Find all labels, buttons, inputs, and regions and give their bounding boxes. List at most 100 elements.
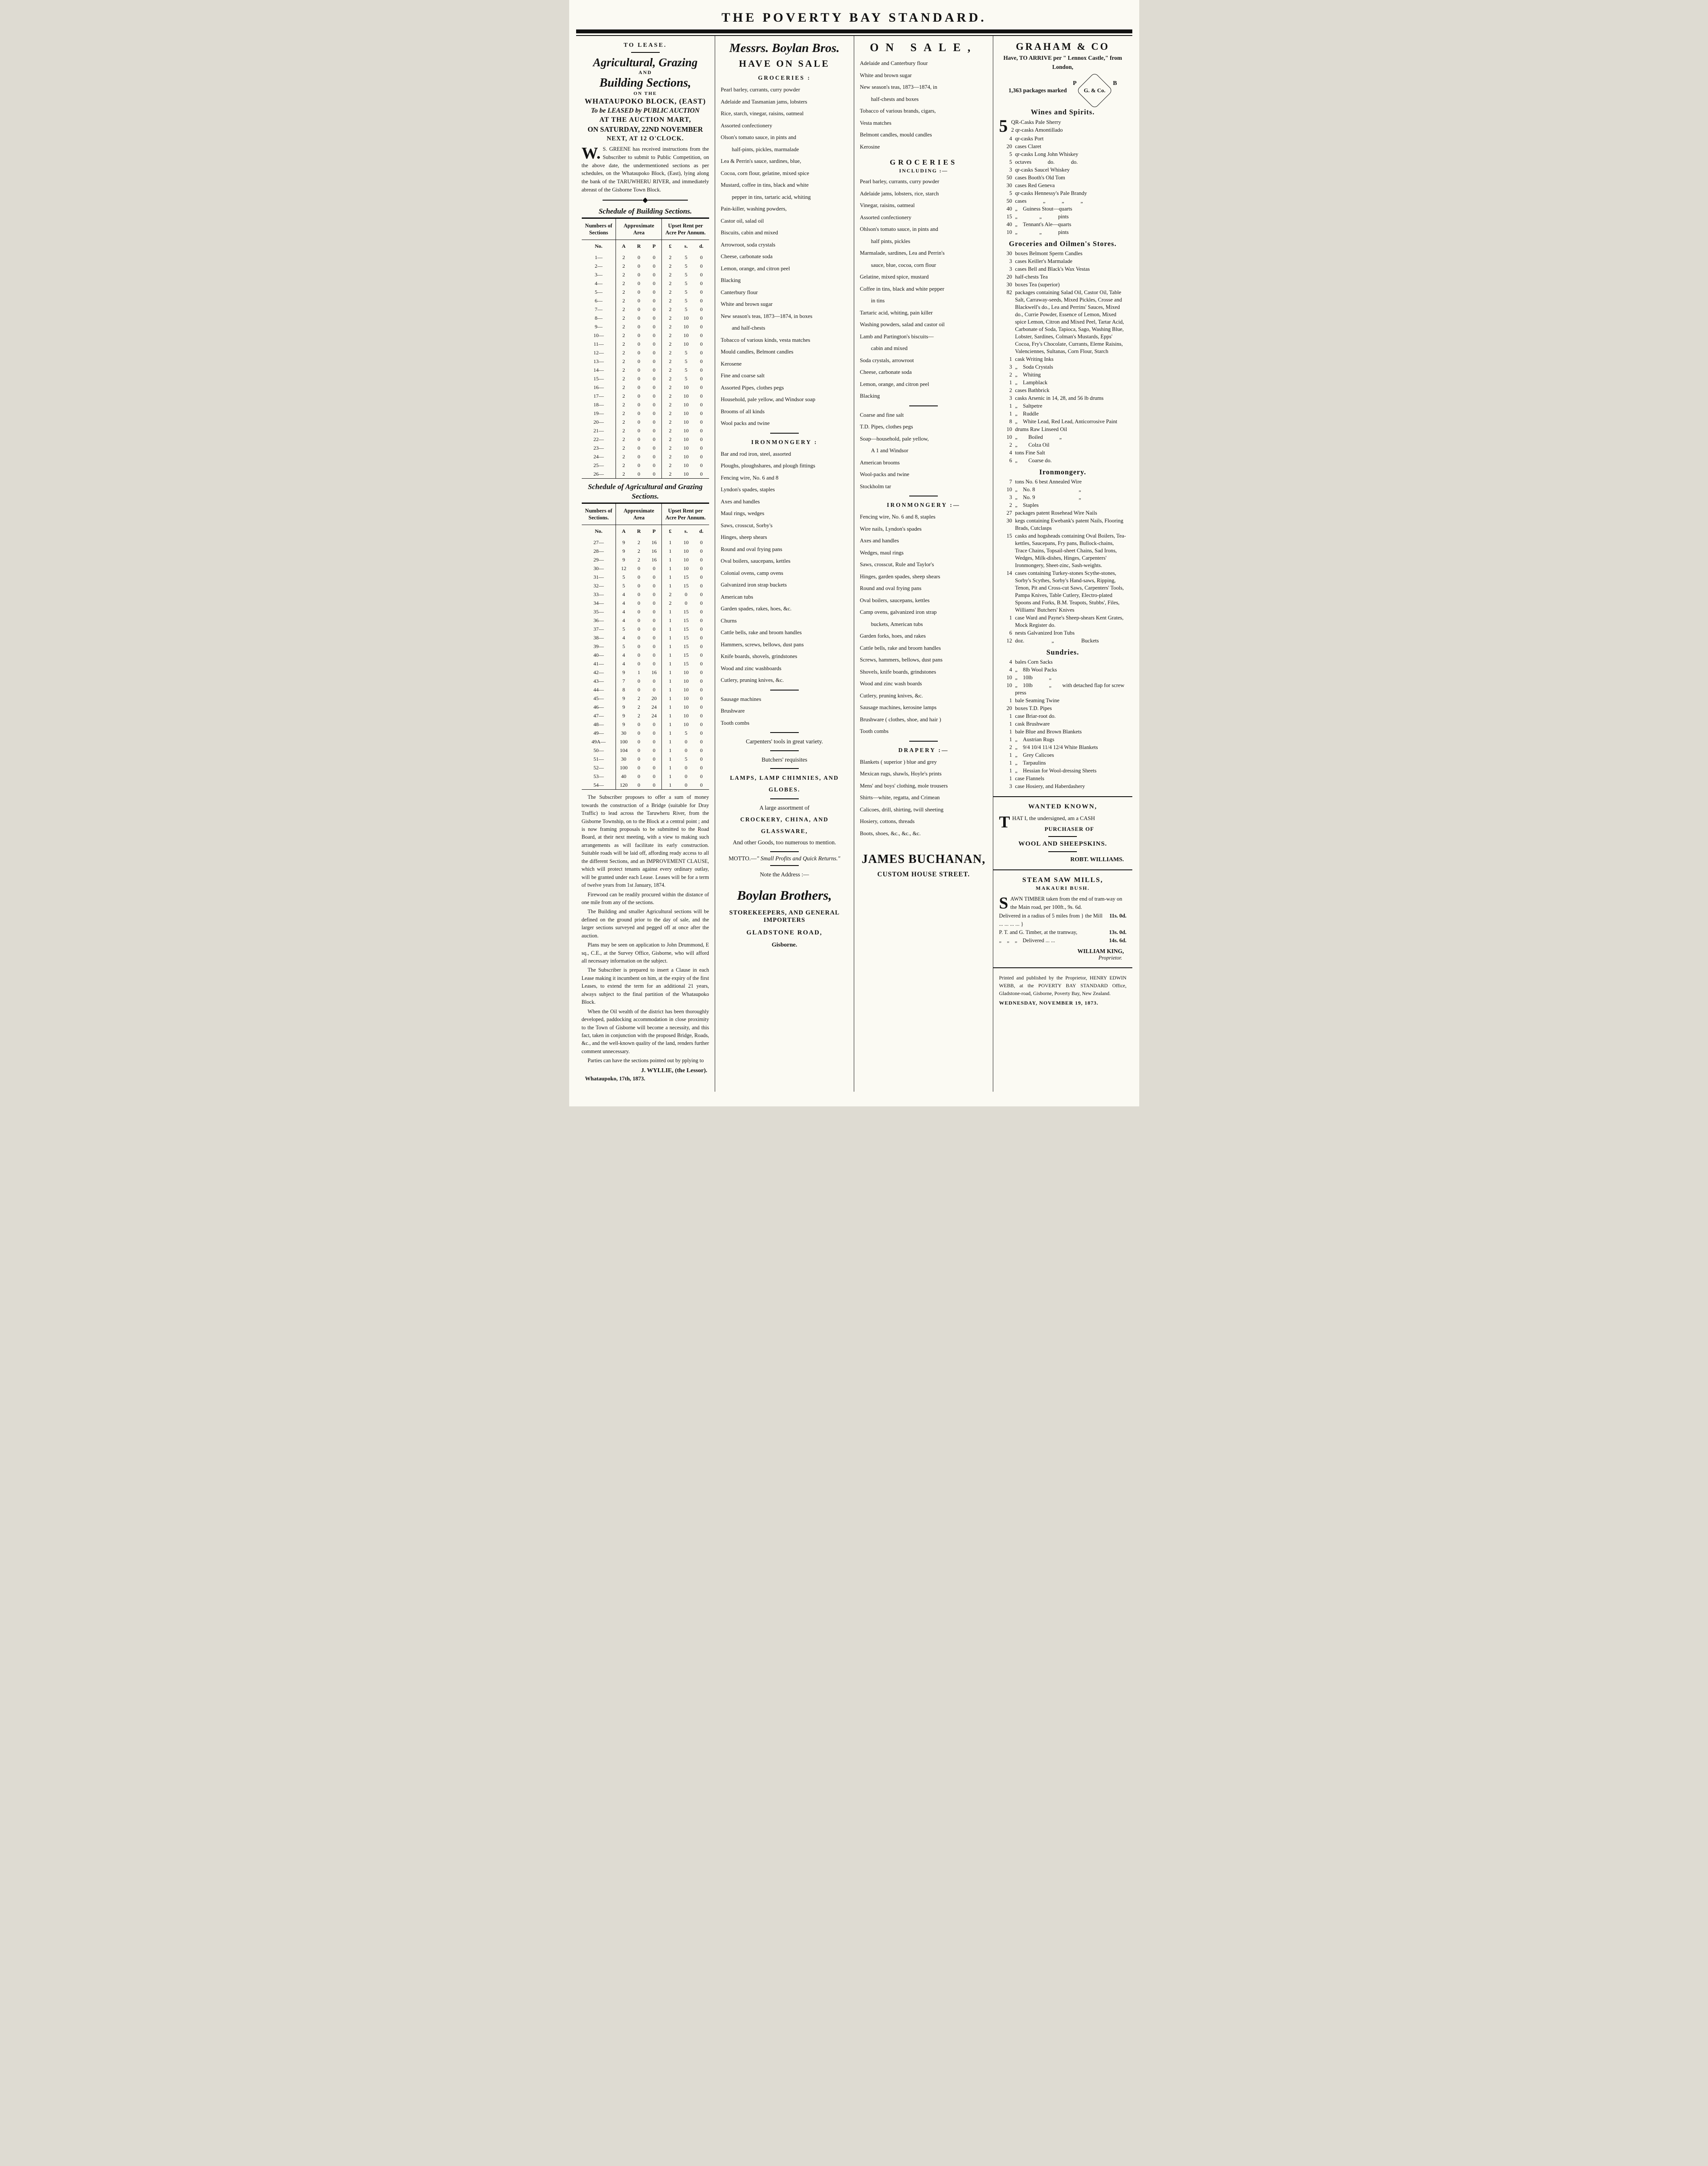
cell-pound: 1: [661, 755, 679, 764]
cell-d: 0: [700, 583, 703, 589]
item-text: case Ward and Payne's Sheep-shears Kent …: [1015, 614, 1124, 628]
cell-r: 1: [637, 669, 640, 676]
cell-d: 0: [700, 384, 703, 391]
col-header-rent: Upset Rent per Acre Per Annum.: [661, 218, 709, 240]
item-text: „ Austrian Rugs: [1015, 736, 1054, 743]
price-row: P. T. and G. Timber, at the tramway, 13s…: [999, 928, 1126, 937]
item-qty: 15: [1006, 213, 1012, 220]
qty-item: 1 case Briar-root do.: [999, 713, 1126, 720]
cell-p: 0: [652, 765, 655, 771]
cell-a: 2: [616, 253, 632, 262]
table-row: 5— 2 0 0 2 5 0: [582, 288, 709, 297]
cell-no: 18—: [593, 402, 604, 408]
sub-p: P: [652, 528, 656, 535]
masthead-rule: [576, 29, 1132, 36]
graham-groceries-list: 30 boxes Belmont Sperm Candles 3 cases K…: [999, 250, 1126, 464]
cell-p: 0: [652, 350, 655, 356]
cell-pound: 2: [661, 357, 679, 366]
cell-d: 0: [700, 695, 703, 702]
building-table-title: Schedule of Building Sections.: [598, 207, 692, 215]
cell-a: 2: [616, 270, 632, 279]
list-item: Calicoes, drill, shirting, twill sheetin…: [860, 806, 943, 813]
list-item: Cheese, carbonate soda: [720, 253, 773, 259]
table-row: 16— 2 0 0 2 10 0: [582, 383, 709, 392]
list-item: Hosiery, cottons, threads: [860, 818, 915, 824]
sawmill-text-1: AWN TIMBER taken from the end of tram-wa…: [1010, 896, 1122, 910]
cell-a: 2: [616, 435, 632, 444]
cell-p: 0: [652, 721, 655, 728]
item-qty: 2: [1009, 371, 1012, 378]
list-item: Tobacco of various kinds, vesta matches: [720, 337, 810, 343]
table-row: 4— 2 0 0 2 5 0: [582, 279, 709, 288]
cell-r: 0: [637, 272, 640, 278]
onsale-list: Adelaide and Canterbury flour White and b…: [860, 58, 987, 153]
table-row: 42— 9 1 16 1 10 0: [582, 668, 709, 677]
table-row: 26— 2 0 0 2 10 0: [582, 470, 709, 479]
cell-s: 10: [683, 341, 689, 347]
table-row: 21— 2 0 0 2 10 0: [582, 426, 709, 435]
list-item: Tooth combs: [720, 720, 750, 726]
table-row: 17— 2 0 0 2 10 0: [582, 392, 709, 401]
cell-s: 10: [683, 471, 689, 477]
cell-s: 10: [683, 410, 689, 417]
section-rule: [993, 967, 1132, 969]
qty-item: 3 cases Keiller's Marmalade: [999, 258, 1126, 265]
list-item: Bar and rod iron, steel, assorted: [720, 451, 791, 457]
cell-r: 0: [637, 773, 640, 780]
list-item: Stockholm tar: [860, 483, 891, 490]
cell-d: 0: [700, 617, 703, 624]
cell-r: 0: [637, 661, 640, 667]
cell-pound: 1: [661, 711, 679, 720]
imprint-section: Printed and published by the Proprietor,…: [999, 974, 1126, 1006]
cell-p: 16: [651, 548, 657, 554]
table-row: 47— 9 2 24 1 10 0: [582, 711, 709, 720]
cell-d: 0: [700, 661, 703, 667]
cell-r: 0: [637, 687, 640, 693]
onsale-title: ON SALE,: [870, 41, 978, 54]
cell-no: 16—: [593, 384, 604, 391]
cell-d: 0: [700, 358, 703, 365]
cell-s: 10: [683, 402, 689, 408]
cell-pound: 1: [661, 737, 679, 746]
cell-r: 0: [637, 436, 640, 443]
item-qty: 82: [1006, 289, 1012, 295]
cell-pound: 1: [661, 625, 679, 634]
cell-a: 4: [616, 599, 632, 608]
qty-item: 10 „ 10lb „ with detached flap for screw…: [999, 682, 1126, 697]
qty-item: 2 „ Whiting: [999, 371, 1126, 379]
cell-no: 7—: [594, 306, 603, 313]
list-item: White and brown sugar: [860, 72, 912, 78]
cell-a: 30: [616, 729, 632, 738]
item-qty: 10: [1006, 434, 1012, 440]
cell-d: 0: [700, 272, 703, 278]
cell-pound: 2: [661, 270, 679, 279]
cell-d: 0: [700, 652, 703, 658]
item-qty: 10: [1006, 682, 1012, 688]
buchanan-groceries-list: Pearl barley, currants, curry powder Adel…: [860, 176, 987, 402]
item-qty: 8: [1009, 418, 1012, 425]
cell-p: 0: [652, 652, 655, 658]
item-qty: 40: [1006, 221, 1012, 227]
cell-d: 0: [700, 298, 703, 304]
cell-a: 2: [616, 426, 632, 435]
cell-a: 2: [616, 366, 632, 375]
item-text: cases Keiller's Marmalade: [1015, 258, 1073, 264]
wanted-line-2: PURCHASER OF: [1044, 826, 1094, 833]
cell-d: 0: [700, 635, 703, 641]
graham-sundries-list: 4 bales Corn Sacks 4 „ 8lb Wool Packs 10…: [999, 658, 1126, 790]
cell-p: 0: [652, 756, 655, 762]
cell-a: 4: [616, 659, 632, 668]
list-item: Tobacco of various brands, cigars,: [860, 108, 936, 114]
price-text: Delivered in a radius of 5 miles from } …: [999, 912, 1103, 927]
cell-r: 0: [637, 350, 640, 356]
item-text: „ Lampblack: [1015, 379, 1048, 386]
sawmill-title: STEAM SAW MILLS,: [1022, 876, 1103, 884]
qty-item: 1 „ Ruddle: [999, 410, 1126, 418]
list-item: cabin and mixed: [860, 345, 908, 351]
paragraph: Plans may be seen on application to John…: [581, 942, 709, 964]
cell-no: 52—: [593, 765, 604, 771]
list-item: Adelaide and Tasmanian jams, lobsters: [720, 98, 807, 105]
cell-pound: 2: [661, 418, 679, 427]
item-text: half-chests Tea: [1015, 273, 1048, 280]
cell-p: 0: [652, 583, 655, 589]
